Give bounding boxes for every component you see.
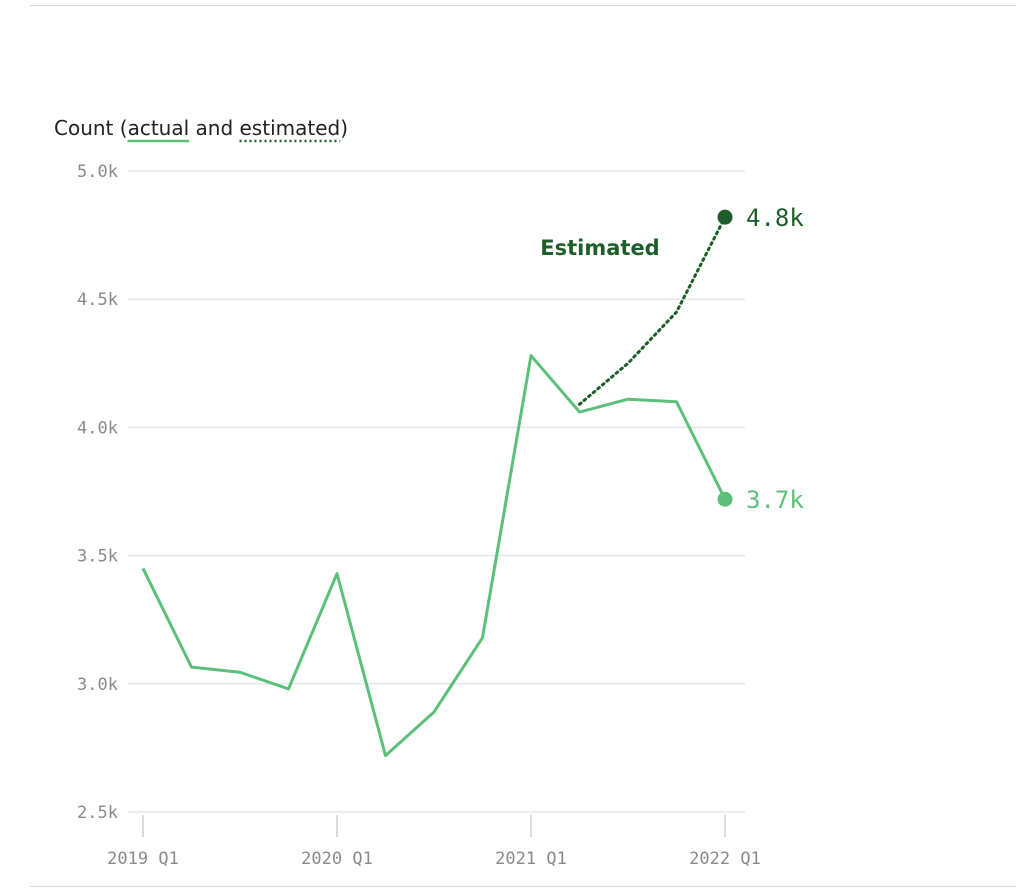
actual-end-dot (717, 491, 733, 507)
y-tick-label: 4.0k (77, 418, 118, 438)
end-labels: 3.7k 4.8k Estimated (540, 204, 804, 514)
title-prefix: Count ( (54, 116, 128, 140)
x-tick-label: 2022 Q1 (689, 849, 761, 869)
top-divider (30, 5, 1016, 6)
y-tick-label: 5.0k (77, 162, 118, 182)
estimated-end-dot (717, 209, 733, 225)
bottom-divider (30, 886, 1016, 887)
x-tick-label: 2019 Q1 (107, 849, 179, 869)
x-tick-label: 2020 Q1 (301, 849, 373, 869)
estimated-series-line (578, 215, 727, 406)
title-middle: and (189, 116, 239, 140)
estimated-annotation: Estimated (540, 236, 659, 260)
title-estimated-word: estimated (240, 116, 341, 140)
series-lines (141, 209, 733, 758)
y-tick-label: 3.5k (77, 547, 118, 567)
y-tick-label: 3.0k (77, 675, 118, 695)
y-tick-label: 4.5k (77, 290, 118, 310)
y-axis-labels: 2.5k 3.0k 3.5k 4.0k 4.5k 5.0k (77, 162, 118, 823)
x-tick-label: 2021 Q1 (495, 849, 567, 869)
svg-text:Count (actual and estimated): Count (actual and estimated) (54, 116, 348, 140)
estimated-end-label: 4.8k (746, 204, 804, 232)
x-axis: 2019 Q1 2020 Q1 2021 Q1 2022 Q1 (107, 815, 761, 869)
chart-title: Count (actual and estimated) (54, 116, 348, 143)
actual-series-line (141, 354, 727, 758)
y-tick-label: 2.5k (77, 803, 118, 823)
title-actual-word: actual (128, 116, 190, 140)
gridlines (128, 170, 745, 813)
title-suffix: ) (340, 116, 348, 140)
actual-end-label: 3.7k (746, 486, 804, 514)
